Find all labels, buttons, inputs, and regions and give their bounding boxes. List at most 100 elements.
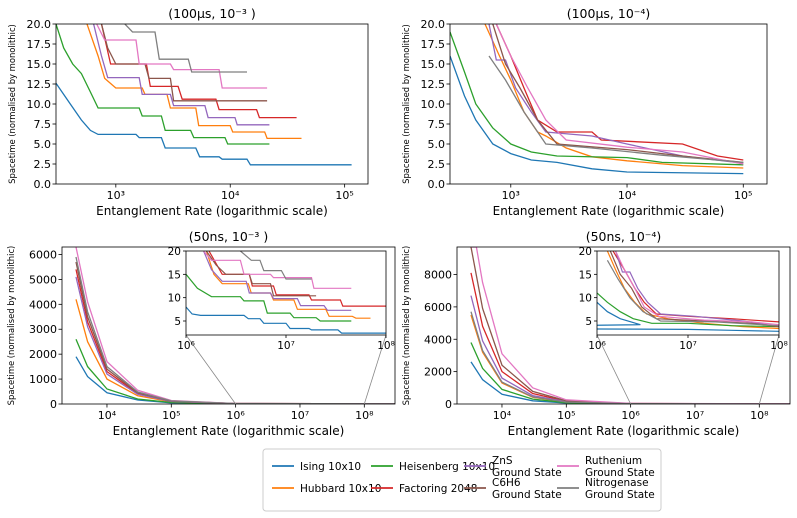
x-tick-label: 10⁸ bbox=[750, 409, 769, 422]
y-axis-label: Spacetime (normalised by monolithic) bbox=[401, 24, 411, 184]
x-tick-label: 10⁴ bbox=[493, 409, 512, 422]
chart-title: (100μs, 10⁻³ ) bbox=[168, 6, 256, 21]
legend: Ising 10x10 Hubbard 10x10 Heisenberg 10x10… bbox=[262, 448, 662, 512]
inset-series-group bbox=[597, 251, 779, 332]
y-tick-label: 15.0 bbox=[27, 58, 52, 71]
series-line-6 bbox=[492, 24, 744, 164]
y-tick-label: 20.0 bbox=[421, 18, 446, 31]
x-axis-label: Entanglement Rate (logarithmic scale) bbox=[493, 204, 725, 218]
series-group bbox=[56, 24, 352, 166]
y-tick-label: 20.0 bbox=[27, 18, 52, 31]
y-tick-label: 4000 bbox=[29, 298, 57, 311]
y-tick-label: 2.5 bbox=[428, 158, 446, 171]
x-tick-label: 10³ bbox=[502, 189, 520, 202]
series-line-4 bbox=[100, 24, 297, 119]
inset-y-tick-label: 10 bbox=[168, 293, 181, 305]
x-tick-label: 10⁵ bbox=[557, 409, 575, 422]
inset-connector-right bbox=[363, 334, 387, 405]
legend-item-5: ZnS Ground State bbox=[464, 455, 562, 479]
y-tick-label: 4000 bbox=[424, 333, 452, 346]
legend-label-line: Ruthenium bbox=[585, 455, 642, 467]
inset-x-tick-label: 10⁸ bbox=[770, 340, 788, 352]
inset-series-line-7 bbox=[203, 251, 352, 289]
y-tick-label: 0 bbox=[445, 398, 452, 411]
y-tick-label: 8000 bbox=[424, 269, 452, 282]
series-line-1 bbox=[450, 55, 744, 175]
plot-frame bbox=[456, 246, 791, 405]
y-tick-label: 5.0 bbox=[428, 138, 446, 151]
inset-series-line-6 bbox=[205, 251, 317, 297]
series-line-8 bbox=[488, 55, 744, 164]
y-tick-label: 3000 bbox=[29, 323, 57, 336]
series-line-3 bbox=[56, 24, 270, 145]
plot-frame bbox=[61, 246, 396, 405]
y-tick-label: 1000 bbox=[29, 373, 57, 386]
chart-title: (50ns, 10⁻⁴) bbox=[586, 229, 662, 244]
x-tick-label: 10⁸ bbox=[355, 409, 374, 422]
inset-x-tick-label: 10⁷ bbox=[277, 340, 295, 352]
y-tick-label: 10.0 bbox=[27, 98, 52, 111]
chart-panel-4: 10⁴ 10⁵ 10⁶ 10⁷ 10⁸ 0 2000 4000 6000 8000 (50ns, 1… bbox=[401, 229, 791, 438]
y-tick-label: 10.0 bbox=[421, 98, 446, 111]
legend-label: Nitrogenase Ground State bbox=[585, 477, 655, 501]
x-axis-label: Entanglement Rate (logarithmic scale) bbox=[96, 204, 328, 218]
x-tick-label: 10⁴ bbox=[98, 409, 117, 422]
legend-label-line: Nitrogenase bbox=[585, 477, 649, 489]
series-line-1 bbox=[56, 82, 352, 166]
inset-series-line-8 bbox=[240, 251, 312, 280]
inset-series-line-5 bbox=[615, 251, 779, 328]
y-axis-label: Spacetime (normalised by monolithic) bbox=[401, 246, 411, 406]
y-tick-label: 17.5 bbox=[27, 38, 52, 51]
inset-y-tick-label: 5 bbox=[174, 316, 181, 328]
x-tick-label: 10⁷ bbox=[686, 409, 704, 422]
x-tick-label: 10⁷ bbox=[291, 409, 309, 422]
legend-item-8: Nitrogenase Ground State bbox=[557, 477, 655, 501]
inset-series-line-3 bbox=[597, 292, 779, 328]
inset-x-tick-label: 10⁷ bbox=[679, 340, 697, 352]
inset-series-line-1 bbox=[597, 301, 779, 332]
legend-label: Heisenberg 10x10 bbox=[399, 461, 495, 473]
series-line-5 bbox=[488, 24, 744, 164]
inset-series-line-3 bbox=[186, 273, 352, 322]
inset-x-tick-label: 10⁶ bbox=[588, 340, 606, 352]
legend-item-6: C6H6 Ground State bbox=[464, 477, 562, 501]
series-line-4 bbox=[495, 24, 744, 161]
chart-panel-1: 10³ 10⁴ 10⁵ 0.0 2.5 5.0 7.5 10.0 12.5 15.0 17.5 20.… bbox=[7, 6, 369, 218]
legend-item-3: Heisenberg 10x10 bbox=[371, 461, 495, 473]
y-tick-label: 2.5 bbox=[34, 158, 52, 171]
inset-x-tick-label: 10⁶ bbox=[177, 340, 195, 352]
y-tick-label: 5000 bbox=[29, 273, 57, 286]
legend-item-2: Hubbard 10x10 bbox=[272, 483, 381, 495]
y-tick-label: 15.0 bbox=[421, 58, 446, 71]
chart-title: (50ns, 10⁻³ ) bbox=[189, 229, 269, 244]
legend-label-line: Ground State bbox=[492, 489, 562, 501]
series-line-7 bbox=[495, 24, 744, 165]
inset-x-tick-label: 10⁸ bbox=[377, 340, 395, 352]
inset-series-line-2 bbox=[205, 251, 371, 319]
series-group bbox=[450, 24, 744, 175]
series-line-5 bbox=[92, 24, 270, 126]
inset-y-tick-label: 20 bbox=[579, 246, 592, 258]
series-line-8 bbox=[124, 24, 247, 73]
legend-item-4: Factoring 2048 bbox=[371, 483, 477, 495]
legend-item-7: Ruthenium Ground State bbox=[557, 455, 655, 479]
legend-label-line: C6H6 bbox=[492, 477, 521, 489]
chart-title: (100μs, 10⁻⁴) bbox=[567, 6, 651, 21]
series-line-3 bbox=[450, 31, 744, 166]
legend-label: Factoring 2048 bbox=[399, 483, 477, 495]
inset-series-group bbox=[186, 251, 386, 334]
y-tick-label: 5.0 bbox=[34, 138, 52, 151]
legend-label: ZnS Ground State bbox=[492, 455, 562, 479]
y-tick-label: 17.5 bbox=[421, 38, 446, 51]
inset-background bbox=[186, 251, 386, 335]
x-tick-label: 10⁵ bbox=[335, 189, 353, 202]
y-tick-label: 2000 bbox=[29, 348, 57, 361]
inset-connector-left bbox=[185, 334, 236, 405]
series-line-7 bbox=[96, 24, 268, 89]
y-axis-label: Spacetime (normalised by monolithic) bbox=[7, 24, 17, 184]
x-tick-label: 10⁶ bbox=[621, 409, 640, 422]
inset-series-line-6 bbox=[609, 251, 779, 328]
x-tick-label: 10⁴ bbox=[618, 189, 637, 202]
inset-y-tick-label: 15 bbox=[168, 269, 181, 281]
